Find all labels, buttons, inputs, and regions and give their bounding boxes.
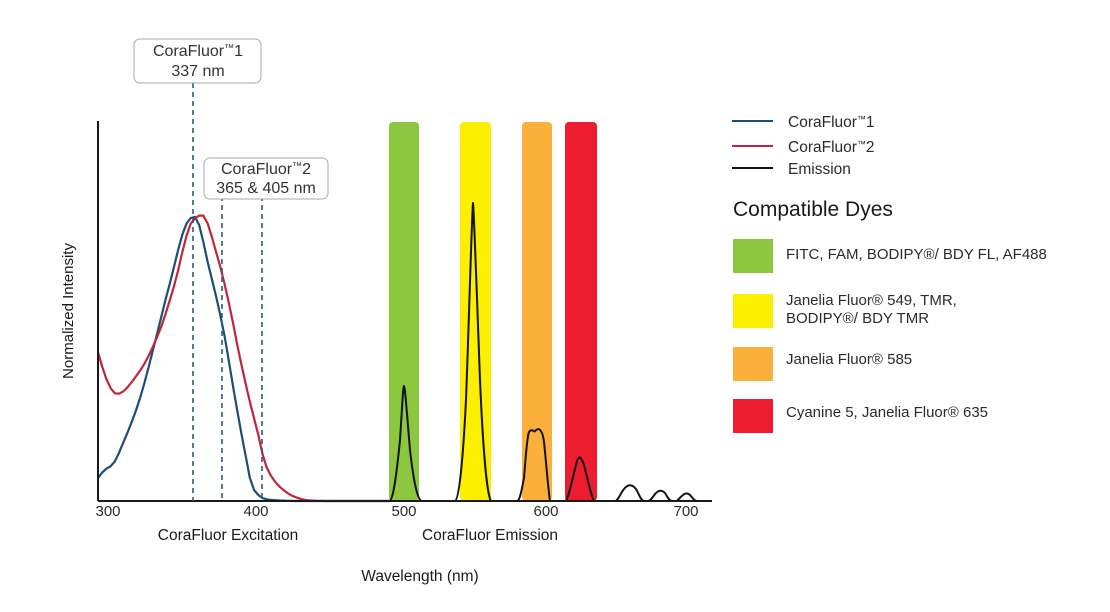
- svg-text:CoraFluor Emission: CoraFluor Emission: [422, 527, 558, 544]
- svg-text:BODIPY®/ BDY TMR: BODIPY®/ BDY TMR: [786, 310, 929, 327]
- svg-text:Janelia Fluor® 549, TMR,: Janelia Fluor® 549, TMR,: [786, 292, 957, 309]
- svg-text:365 & 405 nm: 365 & 405 nm: [216, 180, 316, 197]
- svg-text:Wavelength (nm): Wavelength (nm): [361, 568, 478, 585]
- svg-text:400: 400: [243, 503, 268, 520]
- svg-text:Cyanine 5, Janelia Fluor® 635: Cyanine 5, Janelia Fluor® 635: [786, 404, 988, 421]
- svg-text:Normalized Intensity: Normalized Intensity: [60, 243, 77, 379]
- svg-text:Emission: Emission: [788, 161, 851, 178]
- svg-text:FITC, FAM, BODIPY®/ BDY FL, AF: FITC, FAM, BODIPY®/ BDY FL, AF488: [786, 246, 1047, 263]
- svg-text:700: 700: [673, 503, 698, 520]
- svg-text:Janelia Fluor® 585: Janelia Fluor® 585: [786, 351, 912, 368]
- svg-text:300: 300: [95, 503, 120, 520]
- svg-text:600: 600: [533, 503, 558, 520]
- svg-text:CoraFluor Excitation: CoraFluor Excitation: [158, 527, 298, 544]
- svg-text:337 nm: 337 nm: [171, 63, 224, 80]
- svg-text:Compatible Dyes: Compatible Dyes: [733, 198, 893, 221]
- svg-text:500: 500: [391, 503, 416, 520]
